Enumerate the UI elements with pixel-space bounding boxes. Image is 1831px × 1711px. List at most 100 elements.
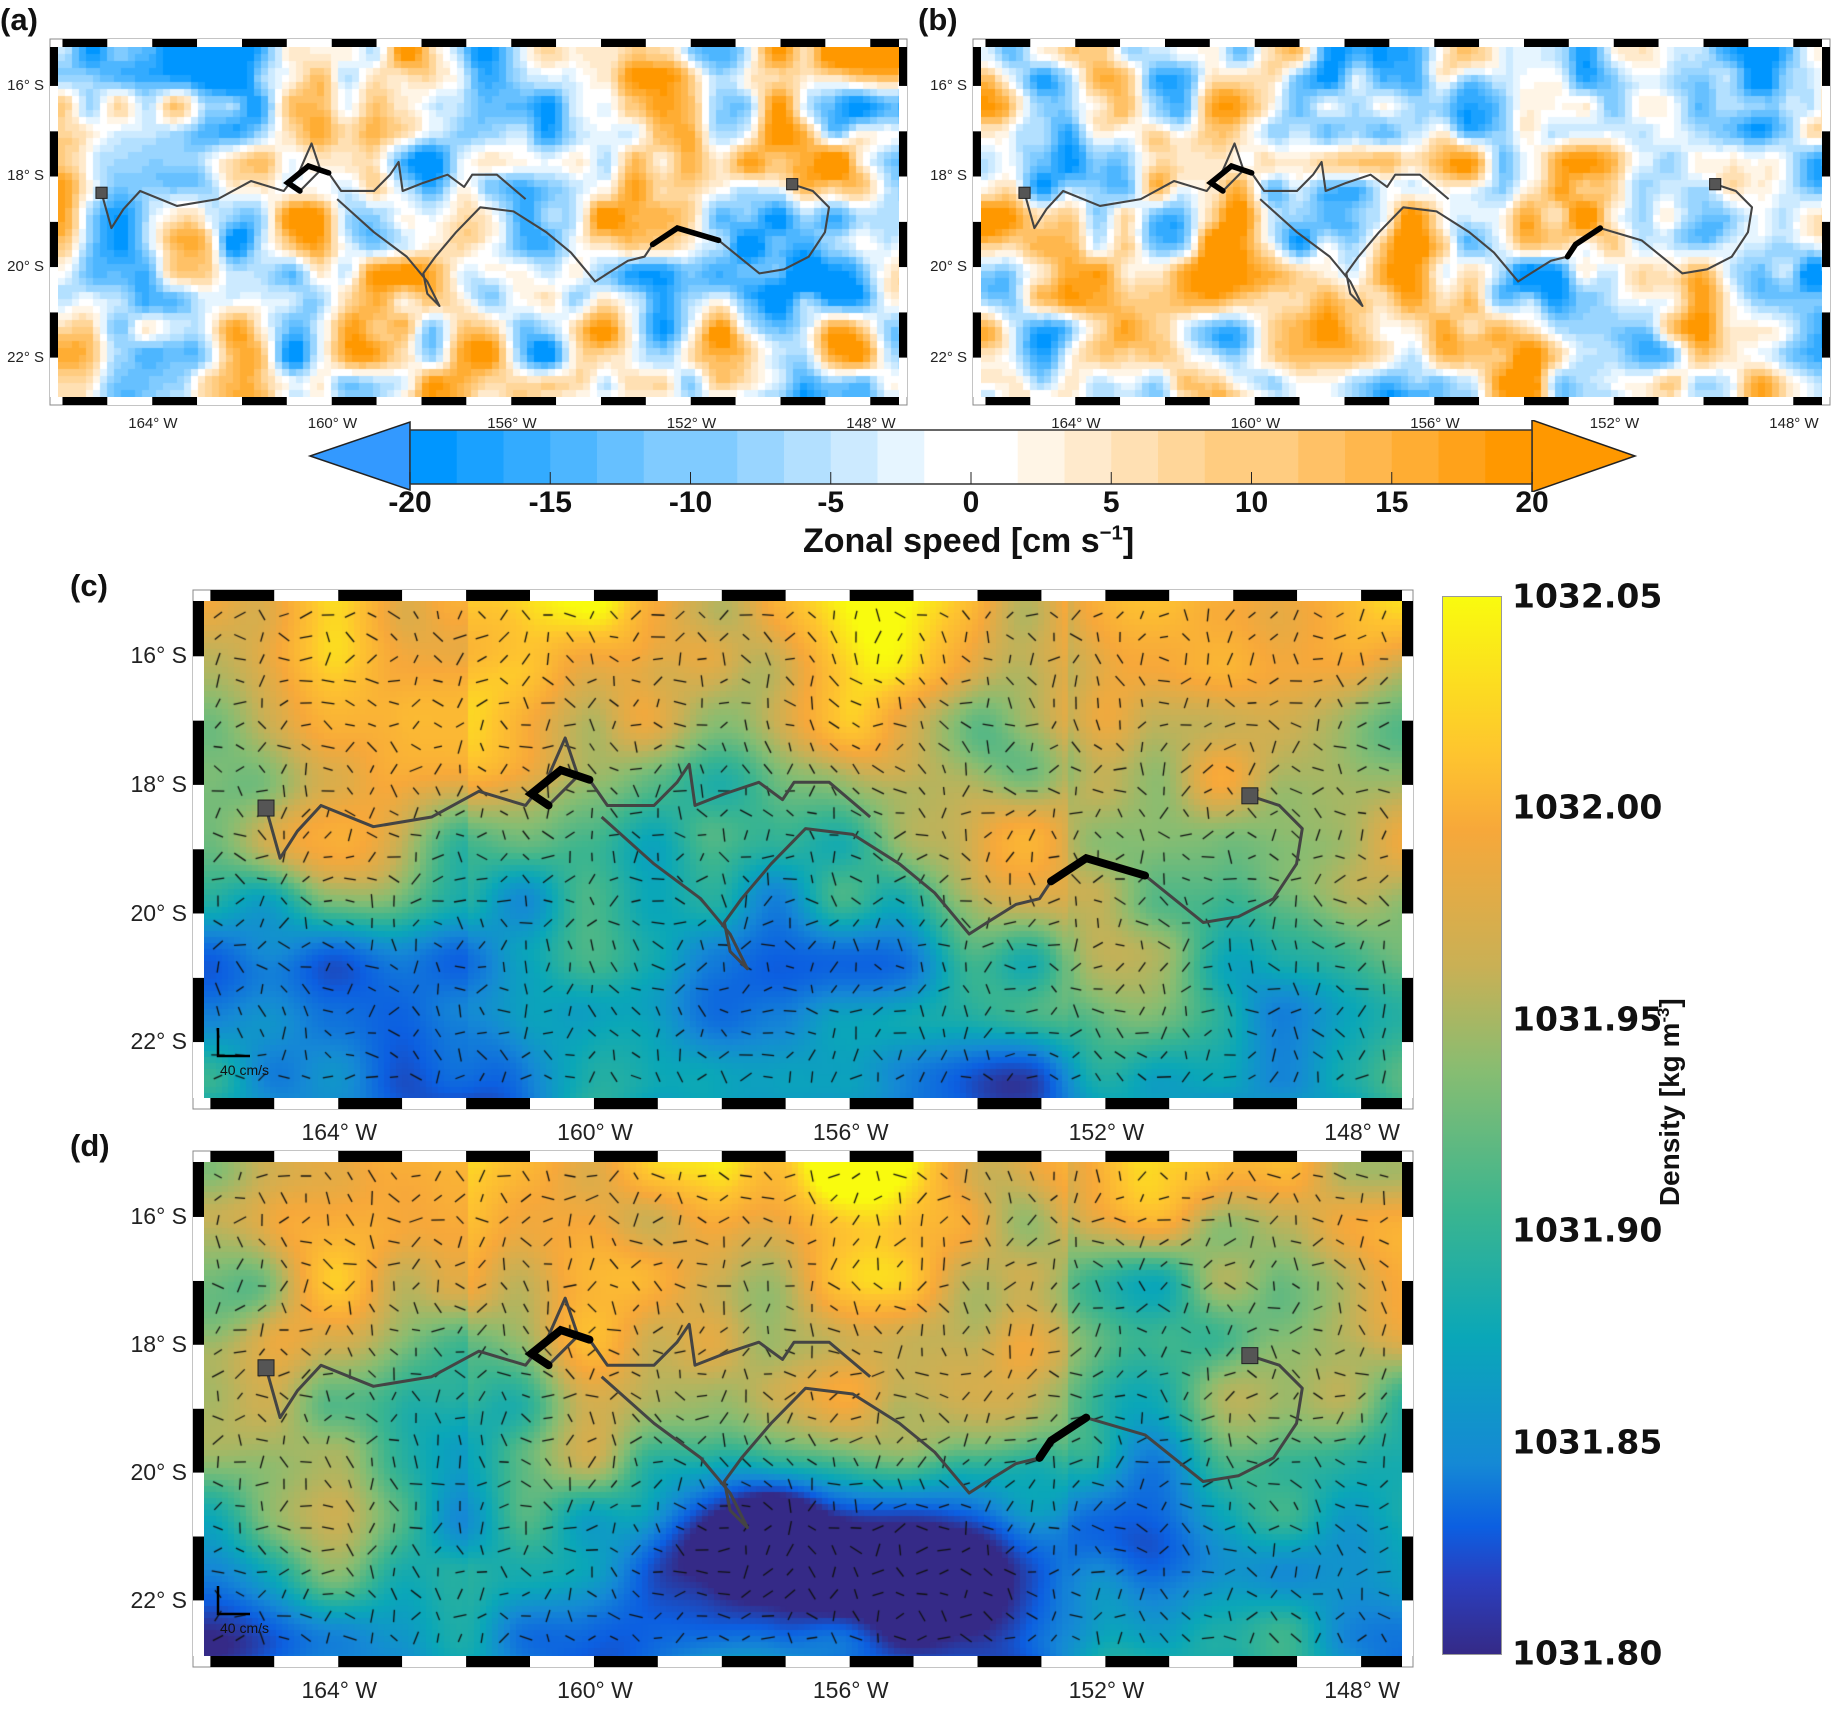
frame-tick bbox=[1169, 590, 1234, 601]
panel-label: (c) bbox=[70, 568, 108, 603]
frame-tick bbox=[1120, 39, 1165, 47]
frame-tick bbox=[899, 131, 907, 177]
frame-tick bbox=[785, 1656, 850, 1667]
latitude-label: 22° S bbox=[130, 1586, 187, 1613]
zonal-colorbar-tick-label: 15 bbox=[1375, 486, 1409, 519]
density-colorbar-tick-label: 1031.80 bbox=[1512, 1633, 1663, 1673]
longitude-label: 156° W bbox=[487, 415, 537, 432]
frame-tick bbox=[338, 1098, 403, 1109]
frame-tick bbox=[1297, 1656, 1362, 1667]
colorbar-bin bbox=[597, 430, 645, 484]
panel-label: (b) bbox=[918, 2, 958, 37]
frame-tick bbox=[1402, 913, 1413, 978]
quiver-scale-label: 40 cm/s bbox=[220, 1062, 270, 1078]
frame-tick bbox=[402, 1151, 467, 1162]
frame-tick bbox=[1402, 601, 1413, 657]
zonal-colorbar-tick-label: 20 bbox=[1515, 486, 1549, 519]
highlighted-track-segment bbox=[1206, 162, 1255, 194]
frame-tick bbox=[193, 1600, 204, 1656]
frame-tick bbox=[62, 39, 108, 47]
latitude-label: 18° S bbox=[7, 167, 44, 185]
colorbar-bin bbox=[1485, 430, 1533, 484]
frame-tick bbox=[973, 221, 981, 268]
longitude-label: 152° W bbox=[666, 415, 717, 432]
frame-tick bbox=[1402, 1280, 1413, 1345]
map-panel-b: 16° S 18° S 20° S 22° S 164° W 160° W 156° W 15… bbox=[930, 38, 1831, 432]
frame-tick bbox=[1524, 397, 1569, 405]
frame-tick bbox=[913, 1656, 978, 1667]
latitude-label: 16° S bbox=[930, 76, 967, 94]
frame-tick bbox=[62, 397, 108, 405]
frame-tick bbox=[721, 590, 786, 601]
quiver-scale-arrow bbox=[216, 1028, 250, 1058]
frame-tick bbox=[1613, 39, 1659, 47]
frame-tick bbox=[1822, 131, 1830, 177]
frame-tick bbox=[1361, 1151, 1402, 1162]
frame-tick bbox=[1479, 397, 1525, 405]
frame-tick bbox=[690, 397, 736, 405]
frame-tick bbox=[50, 357, 58, 397]
frame-tick bbox=[466, 1151, 531, 1162]
zonal-colorbar-tick-label: 10 bbox=[1234, 486, 1269, 519]
frame-tick bbox=[985, 39, 1031, 47]
frame-tick bbox=[1568, 39, 1614, 47]
frame-tick bbox=[1297, 590, 1362, 601]
latitude-label: 20° S bbox=[930, 258, 967, 276]
frame-tick bbox=[870, 39, 899, 47]
frame-tick bbox=[593, 1151, 658, 1162]
frame-tick bbox=[1164, 397, 1210, 405]
latitude-label: 22° S bbox=[930, 348, 967, 366]
highlighted-track-segment bbox=[524, 1325, 594, 1370]
frame-tick bbox=[193, 784, 204, 850]
latitude-label: 20° S bbox=[130, 899, 187, 926]
colorbar-bin bbox=[1251, 430, 1299, 484]
frame-tick bbox=[1524, 39, 1569, 47]
frame-tick bbox=[977, 590, 1042, 601]
frame-tick bbox=[645, 39, 691, 47]
frame-tick bbox=[530, 1151, 594, 1162]
latitude-label: 16° S bbox=[130, 1203, 187, 1230]
longitude-label: 164° W bbox=[128, 415, 178, 432]
highlighted-track-segment bbox=[1035, 1413, 1091, 1462]
frame-tick bbox=[657, 590, 722, 601]
frame-tick bbox=[973, 176, 981, 222]
frame-tick bbox=[690, 39, 736, 47]
zonal-colorbar-tick-label: -5 bbox=[817, 486, 845, 519]
zonal-colorbar-tick-label: -10 bbox=[668, 486, 713, 519]
frame-tick bbox=[402, 1098, 467, 1109]
frame-tick bbox=[1164, 39, 1210, 47]
longitude-label: 160° W bbox=[557, 1119, 633, 1145]
zonal-colorbar-tick-label: -15 bbox=[528, 486, 572, 519]
quiver-scale-label: 40 cm/s bbox=[220, 1620, 270, 1636]
frame-tick bbox=[1434, 39, 1480, 47]
frame-tick bbox=[193, 601, 204, 657]
frame-tick bbox=[1105, 1656, 1170, 1667]
frame-tick bbox=[1233, 1098, 1298, 1109]
frame-tick bbox=[593, 1656, 658, 1667]
frame-tick bbox=[1822, 267, 1830, 313]
frame-tick bbox=[985, 397, 1031, 405]
colorbar-bin bbox=[877, 430, 925, 484]
latitude-label: 18° S bbox=[130, 771, 187, 798]
frame-tick bbox=[735, 397, 781, 405]
colorbar-bin bbox=[737, 430, 785, 484]
latitude-label: 18° S bbox=[130, 1330, 187, 1357]
frame-tick bbox=[973, 312, 981, 358]
frame-tick bbox=[193, 1344, 204, 1409]
colorbar-min-extension bbox=[307, 420, 411, 492]
colorbar-bin bbox=[1111, 430, 1159, 484]
frame-tick bbox=[421, 397, 467, 405]
frame-tick bbox=[1120, 397, 1165, 405]
longitude-label: 152° W bbox=[1068, 1677, 1145, 1703]
frame-tick bbox=[193, 720, 204, 785]
frame-tick bbox=[1822, 47, 1830, 86]
frame-tick bbox=[1361, 590, 1402, 601]
colorbar-bin bbox=[1017, 430, 1065, 484]
frame-tick bbox=[1402, 1344, 1413, 1409]
frame-tick bbox=[1233, 1151, 1298, 1162]
map-panel-c: 16° S 18° S 20° S 22° S 164° W 160° W 156° W 15… bbox=[130, 589, 1414, 1145]
frame-tick bbox=[50, 176, 58, 222]
frame-tick bbox=[1075, 397, 1121, 405]
density-colorbar-tick-label: 1032.00 bbox=[1512, 787, 1663, 827]
zonal-colorbar-tick-label: 5 bbox=[1102, 486, 1120, 519]
